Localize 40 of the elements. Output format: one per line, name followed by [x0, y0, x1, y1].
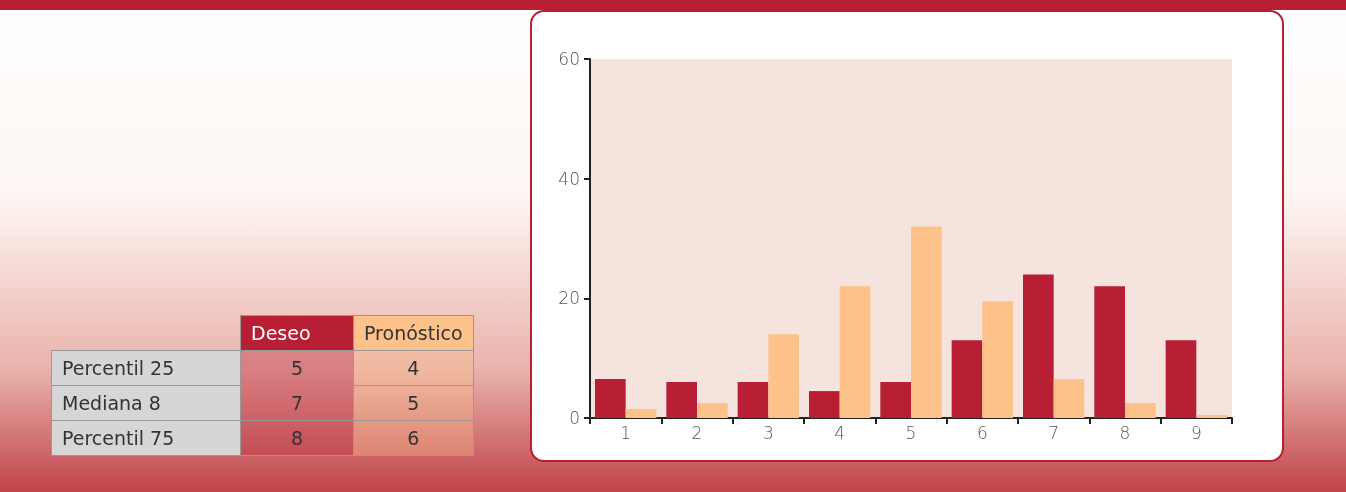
data-label: 7: [240, 385, 354, 421]
x-tick-label: 7: [1048, 422, 1060, 443]
bar: [839, 286, 871, 418]
bar: [911, 226, 942, 418]
series-label: Deseo: [240, 315, 354, 351]
x-tick-label: 4: [834, 422, 846, 443]
data-label: 5: [240, 350, 354, 386]
bar: [1165, 340, 1197, 418]
x-tick-label: 9: [1190, 422, 1202, 443]
bar: [1196, 415, 1228, 418]
bar: [1022, 274, 1054, 418]
category-label: Percentil 75: [51, 420, 241, 456]
x-tick-label: 5: [905, 422, 917, 443]
x-tick-label: 8: [1119, 422, 1131, 443]
bar: [951, 340, 983, 418]
x-tick-label: 1: [620, 422, 632, 443]
x-tick-label: 2: [691, 422, 703, 443]
bar: [625, 409, 657, 418]
bar: [697, 403, 728, 418]
bar: [808, 391, 840, 418]
bar: [1094, 286, 1125, 418]
x-tick-label: 3: [762, 422, 774, 443]
data-label: 4: [353, 350, 474, 386]
bar: [1053, 379, 1085, 418]
x-tick-label: 6: [976, 422, 988, 443]
y-tick-label: 20: [558, 288, 580, 309]
bar: [768, 334, 800, 418]
series-label: Pronóstico: [353, 315, 474, 351]
bar: [880, 382, 911, 418]
y-tick-label: 0: [569, 408, 580, 428]
bar: [1125, 403, 1156, 418]
y-tick-label: 60: [558, 49, 580, 69]
data-label: 5: [353, 385, 474, 421]
bar: [594, 379, 626, 418]
bar: [982, 301, 1014, 418]
bar: [666, 382, 697, 418]
category-label: Mediana 8: [51, 385, 241, 421]
category-label: Percentil 25: [51, 350, 241, 386]
bar: [737, 382, 769, 418]
y-tick-label: 40: [558, 168, 580, 189]
